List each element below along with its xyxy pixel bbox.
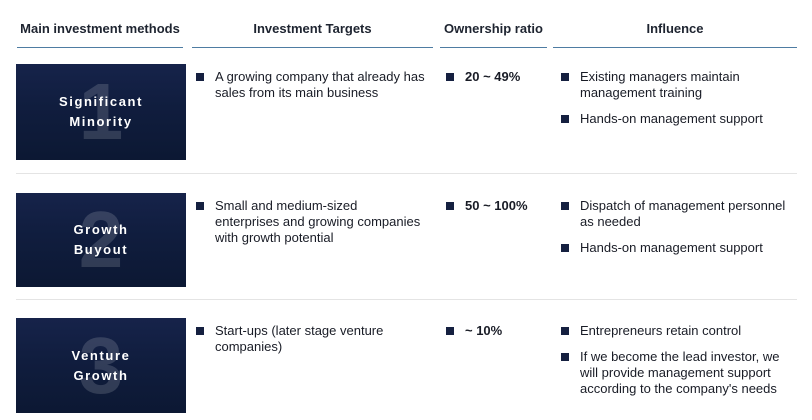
square-bullet-icon bbox=[561, 327, 569, 335]
square-bullet-icon bbox=[561, 115, 569, 123]
method-badge-significant-minority: 1 Significant Minority bbox=[16, 64, 186, 160]
list-item: A growing company that already has sales… bbox=[196, 69, 434, 101]
influence-item-text: Entrepreneurs retain control bbox=[580, 323, 742, 338]
list-item: Hands-on management support bbox=[561, 240, 797, 256]
table-row: 3 Venture Growth Start-ups (later stage … bbox=[16, 300, 797, 420]
method-number: 1 bbox=[78, 67, 124, 156]
column-header-influence: Influence bbox=[553, 10, 797, 48]
influence-item-text: Existing managers maintain management tr… bbox=[580, 69, 740, 100]
list-item: Entrepreneurs retain control bbox=[561, 323, 797, 339]
square-bullet-icon bbox=[561, 202, 569, 210]
method-number: 2 bbox=[78, 195, 124, 284]
list-item: 20 ~ 49% bbox=[446, 69, 547, 85]
influence-cell: Entrepreneurs retain control If we becom… bbox=[547, 318, 797, 413]
influence-cell: Dispatch of management personnel as need… bbox=[547, 193, 797, 287]
list-item: ~ 10% bbox=[446, 323, 547, 339]
ownership-cell: 20 ~ 49% bbox=[434, 64, 547, 160]
table-header-row: Main investment methods Investment Targe… bbox=[16, 10, 797, 48]
list-item: Small and medium-sized enterprises and g… bbox=[196, 198, 434, 246]
influence-item-text: If we become the lead investor, we will … bbox=[580, 349, 780, 396]
square-bullet-icon bbox=[446, 202, 454, 210]
target-item-text: Start-ups (later stage venture companies… bbox=[215, 323, 384, 354]
targets-cell: Small and medium-sized enterprises and g… bbox=[186, 193, 434, 287]
square-bullet-icon bbox=[196, 327, 204, 335]
influence-item-text: Dispatch of management personnel as need… bbox=[580, 198, 786, 229]
square-bullet-icon bbox=[561, 353, 569, 361]
influence-cell: Existing managers maintain management tr… bbox=[547, 64, 797, 160]
influence-item-text: Hands-on management support bbox=[580, 240, 763, 255]
ownership-cell: ~ 10% bbox=[434, 318, 547, 413]
list-item: If we become the lead investor, we will … bbox=[561, 349, 797, 397]
list-item: Hands-on management support bbox=[561, 111, 797, 127]
influence-item-text: Hands-on management support bbox=[580, 111, 763, 126]
list-item: Start-ups (later stage venture companies… bbox=[196, 323, 434, 355]
ownership-ratio-value: 50 ~ 100% bbox=[465, 198, 528, 213]
column-header-ownership-ratio: Ownership ratio bbox=[440, 10, 547, 48]
column-header-main-investment-methods: Main investment methods bbox=[17, 10, 183, 48]
square-bullet-icon bbox=[196, 202, 204, 210]
targets-cell: A growing company that already has sales… bbox=[186, 64, 434, 160]
column-header-investment-targets: Investment Targets bbox=[192, 10, 433, 48]
square-bullet-icon bbox=[446, 327, 454, 335]
list-item: Dispatch of management personnel as need… bbox=[561, 198, 797, 230]
table-row: 2 Growth Buyout Small and medium-sized e… bbox=[16, 174, 797, 300]
target-item-text: A growing company that already has sales… bbox=[215, 69, 425, 100]
method-label: Significant Minority bbox=[58, 94, 144, 129]
target-item-text: Small and medium-sized enterprises and g… bbox=[215, 198, 421, 245]
list-item: 50 ~ 100% bbox=[446, 198, 547, 214]
method-label: Growth Buyout bbox=[73, 222, 129, 257]
table-row: 1 Significant Minority A growing company… bbox=[16, 48, 797, 174]
square-bullet-icon bbox=[561, 244, 569, 252]
list-item: Existing managers maintain management tr… bbox=[561, 69, 797, 101]
ownership-ratio-value: 20 ~ 49% bbox=[465, 69, 521, 84]
method-badge-venture-growth: 3 Venture Growth bbox=[16, 318, 186, 413]
square-bullet-icon bbox=[446, 73, 454, 81]
method-label: Venture Growth bbox=[71, 347, 131, 383]
targets-cell: Start-ups (later stage venture companies… bbox=[186, 318, 434, 413]
square-bullet-icon bbox=[196, 73, 204, 81]
method-badge-growth-buyout: 2 Growth Buyout bbox=[16, 193, 186, 287]
ownership-ratio-value: ~ 10% bbox=[465, 323, 503, 338]
method-number: 3 bbox=[78, 320, 124, 410]
square-bullet-icon bbox=[561, 73, 569, 81]
ownership-cell: 50 ~ 100% bbox=[434, 193, 547, 287]
